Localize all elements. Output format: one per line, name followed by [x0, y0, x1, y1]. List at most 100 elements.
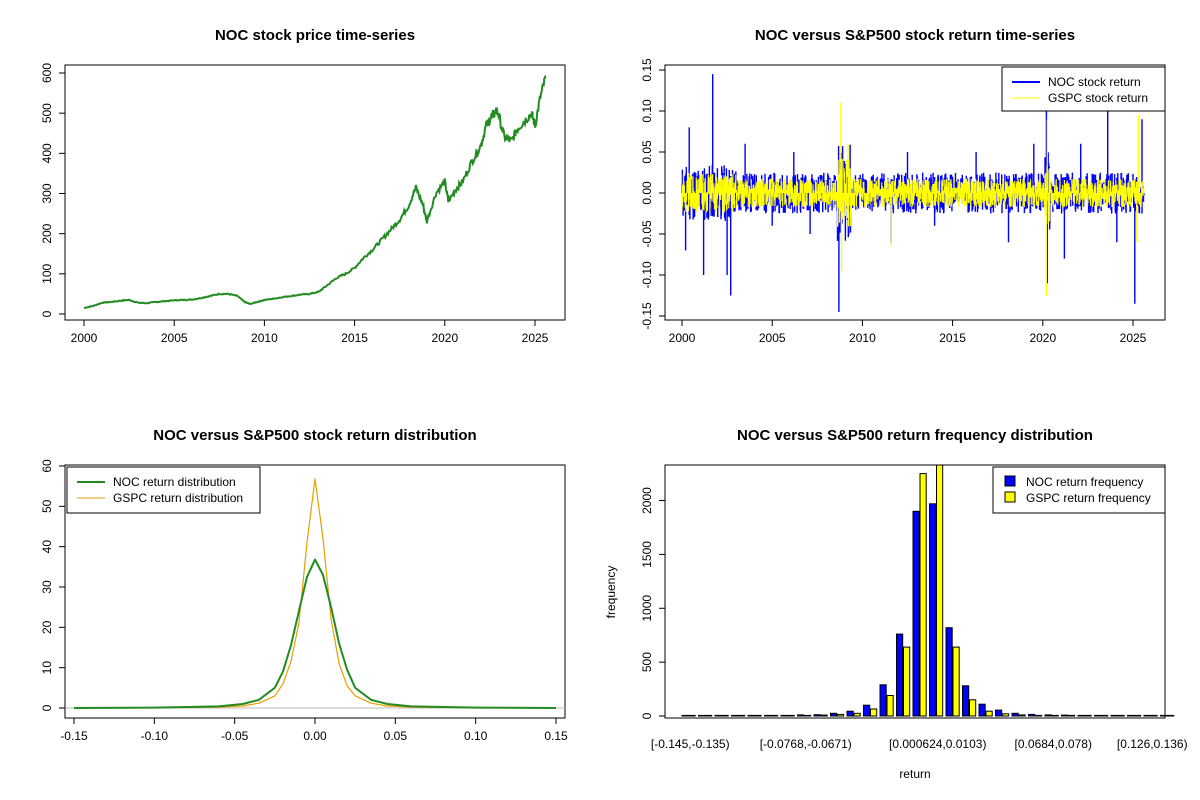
bar: [813, 714, 821, 717]
x-tick-label: -0.15: [60, 729, 88, 743]
y-tick-label: 400: [40, 143, 54, 163]
data-marks: [681, 74, 1145, 312]
bar: [969, 699, 977, 717]
bar: [705, 714, 713, 717]
bar: [1084, 714, 1092, 717]
axes: 2000 2005 2010 2015 2020 2025 0 100 200 300 400 500…: [40, 63, 549, 345]
y-tick-label: 1500: [640, 541, 654, 568]
bar: [952, 646, 960, 717]
legend-label: NOC stock return: [1048, 75, 1141, 89]
bar: [863, 704, 871, 717]
legend-box: [992, 466, 1166, 514]
bar: [830, 712, 838, 717]
x-tick-label: [-0.0768,-0.0671): [760, 737, 852, 751]
axes: 2000 2005 2010 2015 2020 2025 -0.15 -0.10 -0.05 0…: [640, 58, 1147, 345]
x-tick-label: 2020: [431, 331, 458, 345]
y-tick-label: -0.05: [640, 220, 654, 248]
y-tick-label: 500: [640, 652, 654, 672]
bar: [747, 714, 755, 717]
legend-swatch: [1004, 491, 1016, 503]
legend-label: GSPC return frequency: [1026, 491, 1151, 505]
bar: [846, 710, 854, 717]
bar: [853, 712, 861, 717]
bar: [1077, 714, 1085, 717]
legend-box: [66, 466, 261, 514]
bar: [1167, 714, 1175, 717]
gspc-density-line: [73, 478, 557, 709]
panel-return-frequency: NOC versus S&P500 return frequency distr…: [604, 427, 1188, 781]
bar: [1160, 714, 1168, 717]
bar: [797, 714, 805, 717]
bar: [1044, 714, 1052, 717]
x-tick-label: [0.000624,0.0103): [889, 737, 986, 751]
bar: [1143, 714, 1151, 717]
x-axis-label: return: [899, 767, 930, 781]
data-marks: [83, 74, 547, 309]
legend-label: GSPC stock return: [1048, 91, 1148, 105]
x-tick-label: [0.126,0.136): [1117, 737, 1188, 751]
x-tick-label: 2025: [1120, 331, 1147, 345]
bar: [1101, 714, 1109, 717]
bar: [820, 714, 828, 717]
bar: [780, 714, 788, 717]
data-marks: [681, 464, 1175, 717]
y-tick-label: 1000: [640, 595, 654, 622]
y-tick-label: 0.10: [640, 99, 654, 123]
x-tick-label: 2015: [341, 331, 368, 345]
bar: [936, 464, 944, 717]
bar: [714, 714, 722, 717]
y-tick-label: 30: [40, 580, 54, 594]
bar: [879, 684, 887, 717]
x-tick-label: [0.0684,0.078): [1015, 737, 1092, 751]
bar: [837, 713, 845, 717]
bar: [903, 646, 911, 717]
bar: [1117, 714, 1125, 717]
x-tick-label: 2015: [939, 331, 966, 345]
x-tick-label: [-0.145,-0.135): [651, 737, 730, 751]
bar: [1035, 714, 1043, 717]
bar: [870, 708, 878, 717]
x-tick-label: 2010: [251, 331, 278, 345]
legend-swatch: [1004, 475, 1016, 487]
bar: [945, 627, 953, 717]
x-tick-label: 2005: [161, 331, 188, 345]
x-tick-label: 0.10: [464, 729, 488, 743]
bar: [1028, 713, 1036, 717]
bar: [804, 714, 812, 717]
y-tick-label: -0.10: [640, 261, 654, 289]
bar: [1110, 714, 1118, 717]
bar: [688, 714, 696, 717]
y-tick-label: 0.05: [640, 140, 654, 164]
y-tick-label: 600: [40, 63, 54, 83]
legend: NOC return frequency GSPC return frequen…: [992, 466, 1166, 514]
bar: [681, 714, 689, 717]
data-marks: [73, 478, 557, 709]
panel-return-distribution: NOC versus S&P500 stock return distribut…: [40, 427, 568, 743]
y-tick-label: 40: [40, 540, 54, 554]
x-tick-label: 2000: [71, 331, 98, 345]
bar: [1150, 714, 1158, 717]
y-tick-label: 0: [40, 310, 54, 317]
panel-return-timeseries: NOC versus S&P500 stock return time-seri…: [640, 27, 1166, 345]
y-tick-label: 100: [40, 264, 54, 284]
plot-frame: [64, 64, 566, 321]
y-tick-label: 500: [40, 103, 54, 123]
bar: [731, 714, 739, 717]
x-tick-label: 0.05: [384, 729, 408, 743]
legend: NOC return distribution GSPC return dist…: [66, 466, 261, 514]
y-axis-label: frequency: [604, 566, 618, 619]
bar: [1061, 714, 1069, 717]
bar: [995, 709, 1003, 717]
y-tick-label: 0.00: [640, 181, 654, 205]
x-tick-label: -0.10: [141, 729, 169, 743]
y-tick-label: 20: [40, 620, 54, 634]
bar: [1011, 712, 1019, 717]
axes: 0 500 1000 1500 2000 [-0.145,-0.135) [-0.0768,…: [640, 487, 1188, 751]
y-tick-label: 300: [40, 183, 54, 203]
y-tick-label: 0: [640, 712, 654, 719]
axes: -0.15 -0.10 -0.05 0.00 0.05 0.10 0.15 0 10 20 30 40…: [40, 459, 568, 743]
bar: [1002, 713, 1010, 717]
x-tick-label: 2025: [522, 331, 549, 345]
bar: [978, 703, 986, 717]
